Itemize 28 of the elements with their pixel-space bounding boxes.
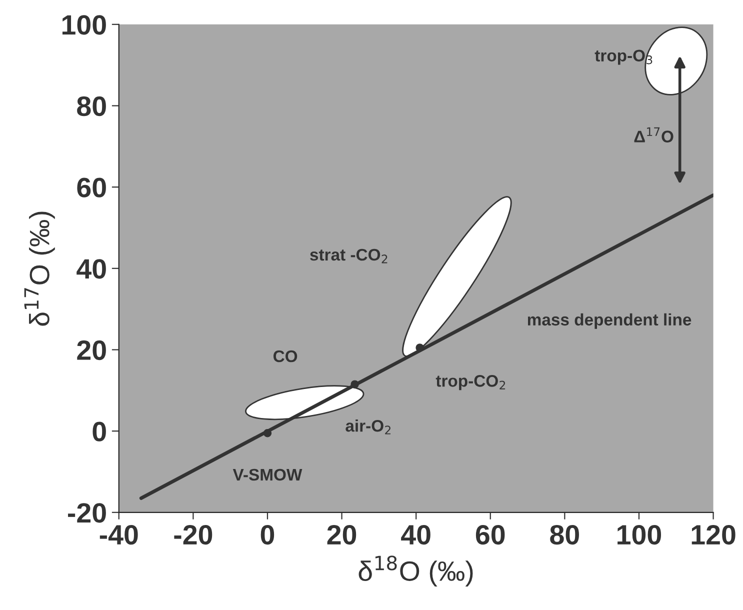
x-tick-label: -40 [100, 524, 138, 545]
point [350, 380, 359, 388]
x-tick-label: 80 [550, 524, 579, 545]
point [263, 428, 272, 438]
y-tick-label: 0 [92, 422, 106, 442]
x-tick-label: 40 [401, 524, 430, 545]
x-tick-label: 20 [327, 524, 356, 545]
y-tick-label: 60 [77, 178, 106, 198]
y-tick-label: 20 [77, 340, 106, 360]
y-tick-label: 40 [76, 259, 106, 279]
x-tick-label: 60 [476, 524, 505, 545]
annotation: trop-CO$_{2}$ [436, 375, 506, 390]
y-axis-title: δ$^{17}$O (‰) [24, 212, 55, 326]
y-tick-label: 80 [77, 96, 106, 116]
y-tick-label: -20 [68, 503, 106, 523]
annotation: trop-O$_{3}$ [594, 50, 652, 65]
annotation: Δ$^{17}$O [634, 127, 674, 142]
annotation: air-O$_{2}$ [346, 420, 390, 434]
annotation: CO [273, 350, 298, 362]
x-tick-label: 0 [260, 524, 274, 545]
x-tick-label: 100 [618, 524, 662, 545]
x-tick-label: -20 [174, 524, 212, 545]
y-tick-label: 100 [62, 15, 106, 35]
x-tick-label: 120 [692, 524, 736, 545]
annotation: mass dependent line [528, 313, 692, 329]
annotation: strat -CO$_{2}$ [310, 248, 388, 264]
annotation: V-SMOW [232, 468, 302, 481]
x-axis-title: δ$^{18}$O (‰) [358, 556, 473, 586]
